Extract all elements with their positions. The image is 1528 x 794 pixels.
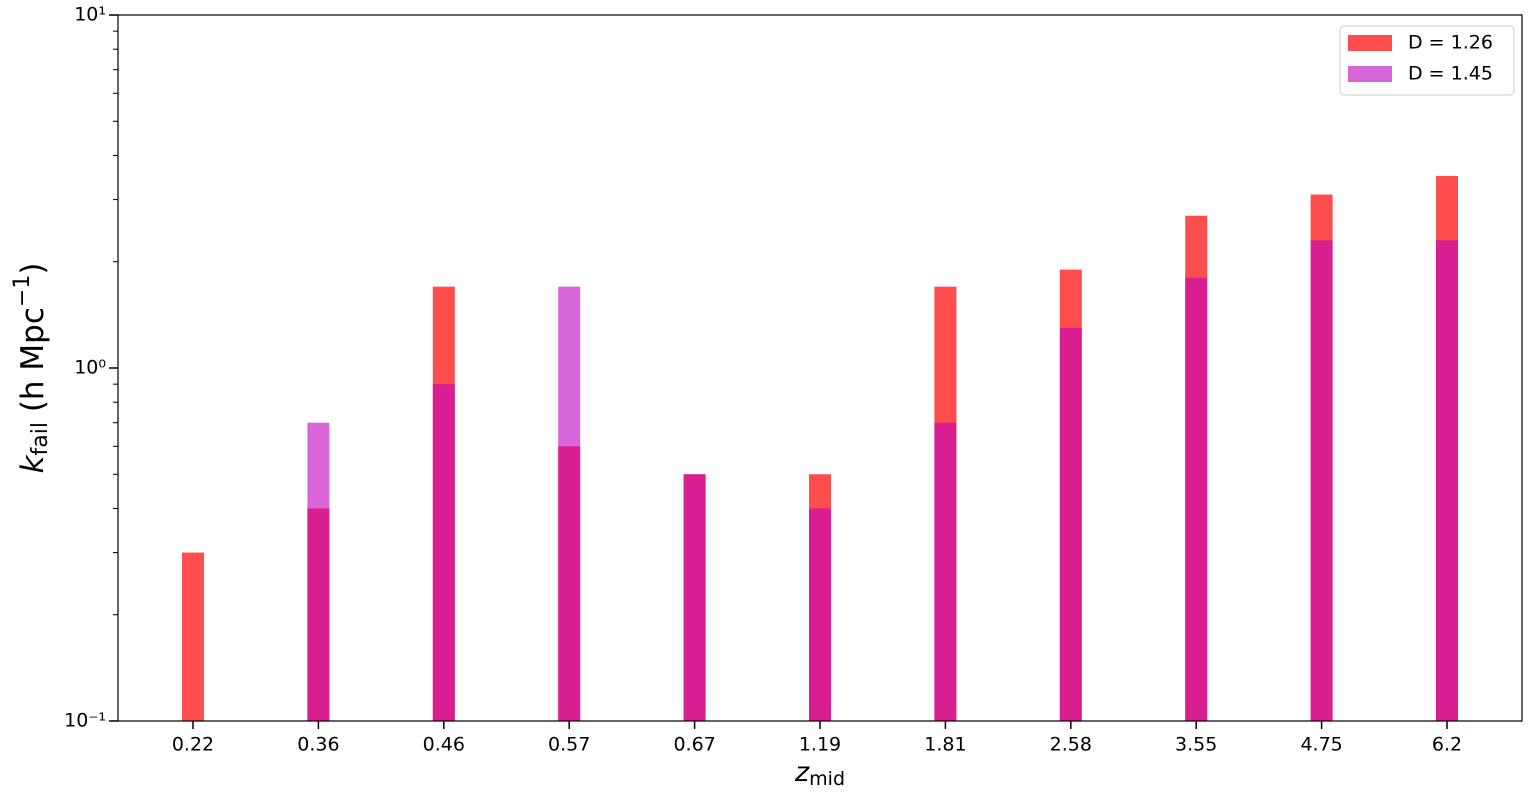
x-tick-label: 1.19 <box>799 734 841 756</box>
y-label-sub: fail <box>28 422 53 455</box>
bar <box>1436 240 1458 722</box>
bar <box>432 384 455 721</box>
y-label-sup: −1 <box>10 275 35 307</box>
bar <box>182 552 204 721</box>
legend-label: D = 1.45 <box>1408 63 1493 85</box>
x-tick-label: 2.58 <box>1050 734 1092 756</box>
bar <box>307 422 330 721</box>
legend-swatch <box>1348 35 1392 51</box>
x-tick-label: 6.2 <box>1432 734 1462 756</box>
y-tick-label: 10⁻¹ <box>64 710 106 732</box>
x-tick-label: 0.36 <box>297 734 339 756</box>
x-tick-label: 0.57 <box>548 734 590 756</box>
x-tick-label: 3.55 <box>1175 734 1217 756</box>
y-label-rest: (h Mpc <box>15 307 51 422</box>
x-tick-label: 0.67 <box>673 734 715 756</box>
y-label-end: ) <box>15 263 51 275</box>
bar <box>1185 277 1208 721</box>
x-axis-title: zmid <box>794 757 845 790</box>
bar <box>934 422 957 721</box>
y-tick-label: 10¹ <box>74 4 106 26</box>
bar <box>683 474 706 721</box>
legend-label: D = 1.26 <box>1408 32 1493 54</box>
legend-swatch <box>1348 66 1392 82</box>
x-label-sub: mid <box>809 768 845 790</box>
y-axis-title: kfail (h Mpc−1) <box>10 263 53 474</box>
y-tick-label: 10⁰ <box>74 357 106 379</box>
x-tick-label: 4.75 <box>1300 734 1342 756</box>
bar <box>809 508 831 721</box>
x-label-main: z <box>794 757 810 788</box>
x-tick-label: 0.46 <box>423 734 465 756</box>
bar <box>1310 240 1333 722</box>
bar <box>558 286 581 721</box>
x-tick-label: 1.81 <box>924 734 966 756</box>
bar <box>1059 327 1082 721</box>
x-tick-label: 0.22 <box>172 734 214 756</box>
y-label-main: k <box>15 454 51 473</box>
